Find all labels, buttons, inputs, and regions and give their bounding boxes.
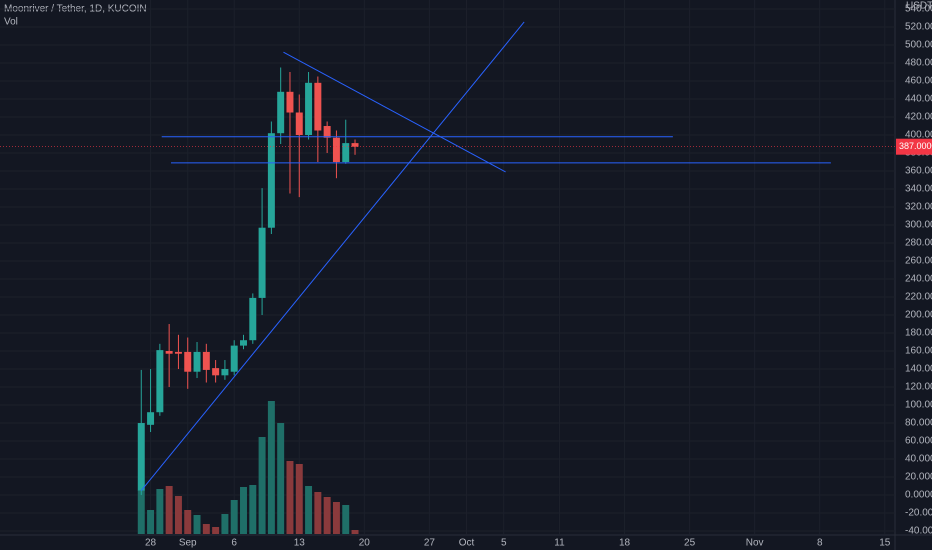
volume-bar — [147, 510, 155, 534]
volume-bar — [286, 461, 294, 534]
volume-bar — [295, 464, 303, 534]
x-tick-label: 13 — [294, 538, 306, 549]
volume-bar — [351, 530, 359, 534]
candle-body — [305, 82, 313, 136]
y-tick-label: 220.0000 — [905, 292, 932, 303]
x-tick-label: 15 — [879, 538, 891, 549]
x-tick-label: Sep — [179, 538, 197, 549]
volume-label: Vol — [4, 17, 18, 28]
y-tick-label: 80.0000 — [905, 418, 932, 429]
y-tick-label: 240.0000 — [905, 274, 932, 285]
volume-bar — [202, 524, 210, 534]
y-tick-label: 0.0000 — [905, 490, 932, 501]
y-tick-label: 420.0000 — [905, 112, 932, 123]
x-tick-label: Oct — [459, 538, 475, 549]
x-tick-label: 11 — [554, 538, 565, 549]
x-tick-label: 6 — [231, 538, 237, 549]
y-tick-label: 320.0000 — [905, 202, 932, 213]
candle-body — [351, 143, 359, 147]
x-tick-label: 28 — [145, 538, 157, 549]
candle-body — [156, 350, 164, 413]
volume-bar — [249, 485, 257, 534]
candle-body — [267, 133, 275, 228]
y-tick-label: 20.0000 — [905, 472, 932, 483]
y-tick-label: 280.0000 — [905, 238, 932, 249]
y-tick-label: 300.0000 — [905, 220, 932, 231]
trend-line — [140, 21, 525, 491]
y-tick-label: 400.0000 — [905, 130, 932, 141]
volume-bar — [184, 510, 192, 534]
y-tick-label: 500.0000 — [905, 40, 932, 51]
candle-body — [286, 91, 294, 113]
volume-bar — [137, 490, 145, 534]
y-tick-label: 360.0000 — [905, 166, 932, 177]
candle-body — [249, 297, 257, 341]
volume-bar — [277, 423, 285, 534]
candle-body — [174, 351, 182, 354]
y-tick-label: 120.0000 — [905, 382, 932, 393]
candle-body — [230, 345, 238, 372]
x-tick-label: 25 — [684, 538, 696, 549]
y-tick-label: 340.0000 — [905, 184, 932, 195]
volume-bar — [221, 514, 229, 534]
volume-bar — [156, 489, 164, 534]
candle-body — [323, 126, 331, 138]
y-tick-label: -40.0000 — [905, 526, 932, 537]
candle-body — [332, 137, 340, 163]
volume-bar — [193, 515, 201, 534]
volume-bar — [258, 437, 266, 534]
candle-body — [147, 412, 155, 425]
x-tick-label: 20 — [359, 538, 371, 549]
y-tick-label: 460.0000 — [905, 76, 932, 87]
volume-bar — [240, 487, 247, 534]
candle-body — [258, 227, 266, 298]
candle-body — [202, 351, 210, 370]
y-tick-label: 180.0000 — [905, 328, 932, 339]
volume-bar — [323, 497, 331, 534]
volume-bar — [305, 486, 313, 534]
y-tick-label: 440.0000 — [905, 94, 932, 105]
candle-body — [193, 351, 201, 372]
price-tag — [896, 138, 932, 155]
price-tag-label: 387.0000 — [899, 141, 932, 151]
volume-bar — [342, 505, 350, 534]
candle-body — [342, 143, 350, 163]
candle-body — [221, 369, 229, 376]
y-tick-label: 40.0000 — [905, 454, 932, 465]
volume-bar — [212, 527, 220, 534]
y-axis-label: USDT — [906, 1, 932, 12]
candle-body — [184, 351, 192, 372]
y-tick-label: 60.0000 — [905, 436, 932, 447]
candle-body — [137, 423, 145, 491]
y-tick-label: 200.0000 — [905, 310, 932, 321]
candle-body — [240, 340, 247, 346]
volume-bar — [230, 500, 238, 534]
x-tick-label: 5 — [501, 538, 507, 549]
trend-line — [283, 51, 506, 173]
y-tick-label: -20.0000 — [905, 508, 932, 519]
volume-bar — [174, 496, 182, 534]
volume-bar — [332, 502, 340, 534]
candle-body — [212, 368, 220, 376]
y-tick-label: 480.0000 — [905, 58, 932, 69]
y-tick-label: 100.0000 — [905, 400, 932, 411]
y-tick-label: 140.0000 — [905, 364, 932, 375]
x-tick-label: Nov — [746, 538, 764, 549]
volume-bar — [314, 492, 322, 534]
x-tick-label: 18 — [619, 538, 631, 549]
volume-bar — [165, 486, 173, 534]
volume-bar — [267, 401, 275, 534]
y-tick-label: 260.0000 — [905, 256, 932, 267]
candle-body — [314, 82, 322, 131]
x-tick-label: 8 — [817, 538, 823, 549]
candle-body — [165, 351, 173, 354]
y-tick-label: 160.0000 — [905, 346, 932, 357]
y-tick-label: 520.0000 — [905, 22, 932, 33]
y-tick-label: 540.0000 — [905, 4, 932, 15]
x-tick-label: 27 — [424, 538, 436, 549]
candle-body — [277, 91, 285, 134]
candle-body — [295, 112, 303, 136]
